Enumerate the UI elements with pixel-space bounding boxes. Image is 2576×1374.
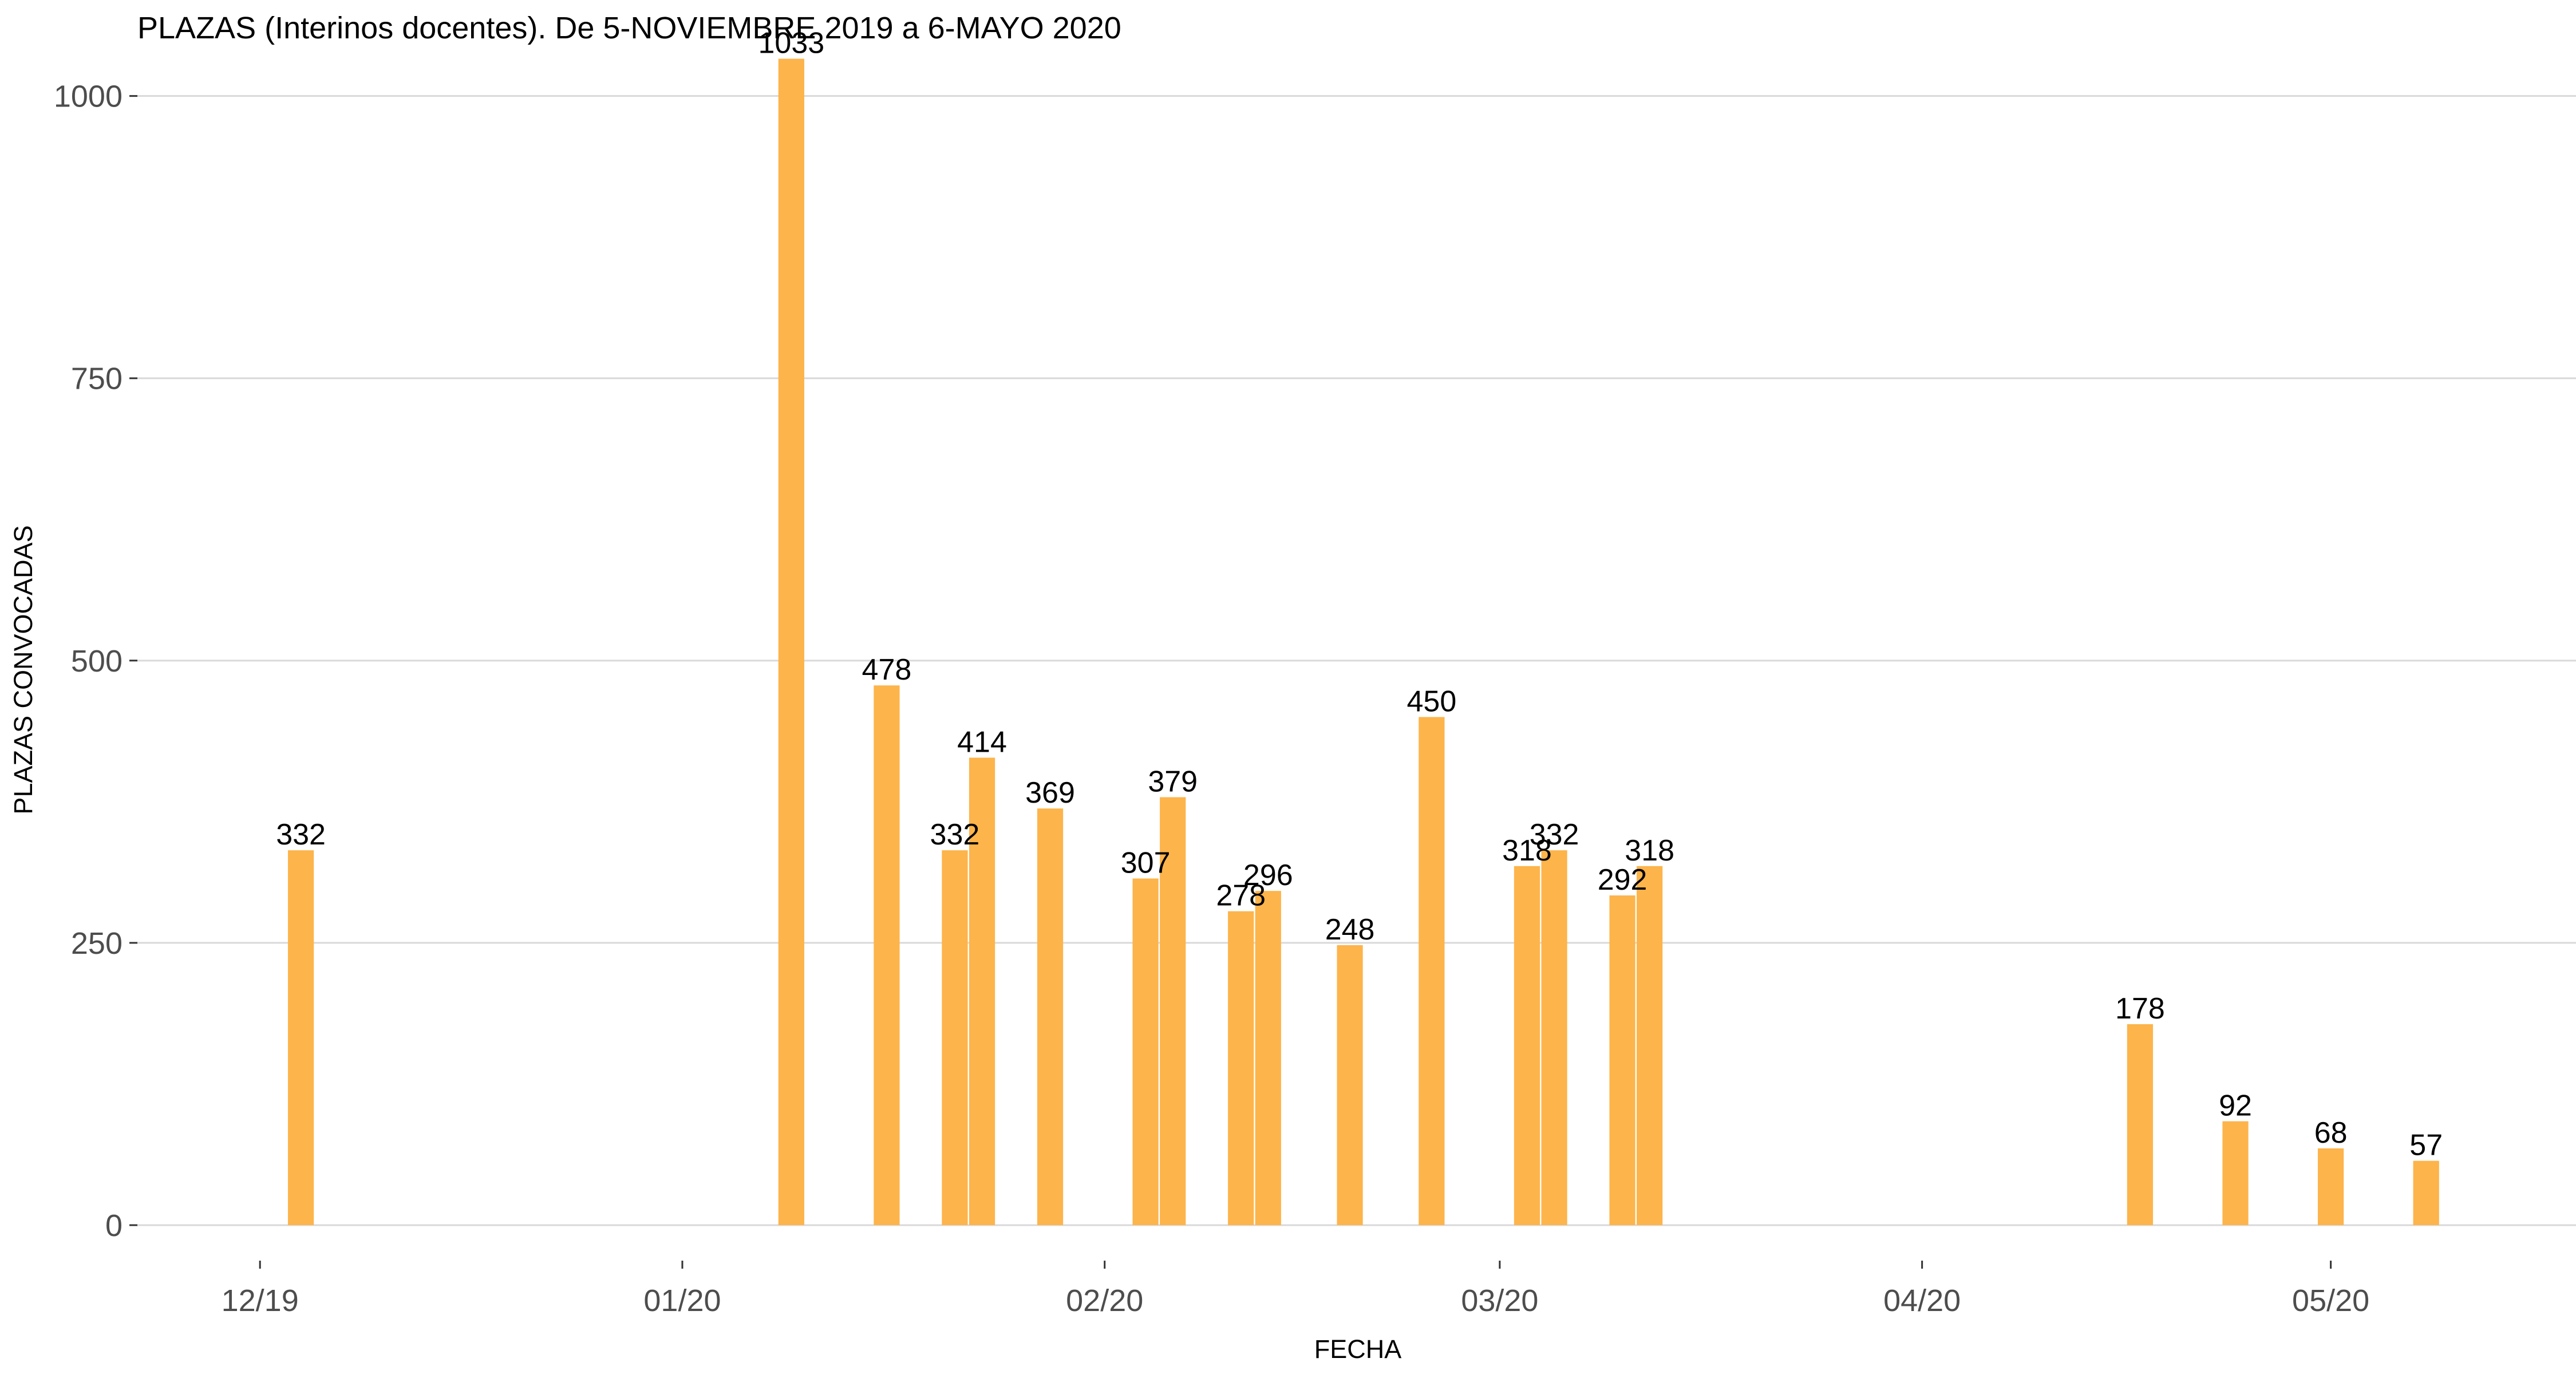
bars [287,58,2439,1225]
bar [874,685,900,1225]
bar-value-label: 332 [1530,818,1579,851]
x-tick-label: 01/20 [643,1284,721,1318]
y-tick-label: 1000 [54,80,123,114]
bar [1037,808,1064,1225]
bar-value-label: 248 [1325,913,1375,946]
bar-value-label: 478 [862,653,912,686]
bar-value-label: 332 [276,818,326,851]
bar [1255,891,1281,1225]
bar [1337,945,1363,1225]
x-tick-label: 03/20 [1461,1284,1538,1318]
y-axis-label: PLAZAS CONVOCADAS [9,525,38,814]
x-tick-label: 04/20 [1883,1284,1961,1318]
x-axis-ticks: 12/19 01/20 02/20 03/20 04/20 05/20 [222,1261,2369,1318]
bar [1609,895,1635,1225]
bar-value-label: 1033 [758,27,825,60]
bar-value-label: 68 [2314,1116,2348,1150]
x-axis-label: FECHA [1314,1334,1402,1364]
bar [1637,866,1663,1225]
bar [2413,1160,2439,1225]
bar-value-label: 332 [930,818,980,851]
y-tick-label: 250 [71,926,123,961]
bar-value-label: 318 [1502,834,1552,867]
bar [1132,878,1159,1225]
bar [1419,717,1445,1225]
y-tick-label: 0 [105,1209,123,1243]
bar-value-label: 414 [957,725,1007,759]
gridlines [137,95,2576,1226]
bar [287,850,314,1225]
bar [1160,797,1186,1225]
bar [2318,1148,2344,1225]
bar-value-label: 450 [1407,685,1457,718]
x-tick-label: 12/19 [222,1284,299,1318]
bar-value-label: 292 [1598,863,1647,897]
bar-value-label: 57 [2409,1129,2443,1162]
bar-value-label: 379 [1148,765,1198,798]
bar-value-label: 296 [1243,859,1293,892]
bar-value-label: 92 [2219,1089,2252,1123]
bar [1514,866,1540,1225]
bar [2222,1121,2249,1225]
chart-title: PLAZAS (Interinos docentes). De 5-NOVIEM… [137,11,1121,45]
x-tick-label: 05/20 [2292,1284,2369,1318]
bar-value-label: 369 [1025,776,1075,810]
bar [778,58,804,1225]
y-tick-label: 750 [71,362,123,396]
bar-value-label: 318 [1625,834,1674,867]
bar [969,757,995,1225]
y-tick-label: 500 [71,644,123,678]
bar [942,850,968,1225]
bar [2127,1024,2154,1225]
bar [1541,850,1567,1225]
bar-value-label: 278 [1216,879,1266,913]
y-axis-ticks: 0 250 500 750 1000 [54,80,137,1243]
bar [1228,911,1254,1225]
bar-value-label: 178 [2115,992,2165,1025]
bar-value-label: 307 [1121,846,1171,879]
x-tick-label: 02/20 [1066,1284,1143,1318]
